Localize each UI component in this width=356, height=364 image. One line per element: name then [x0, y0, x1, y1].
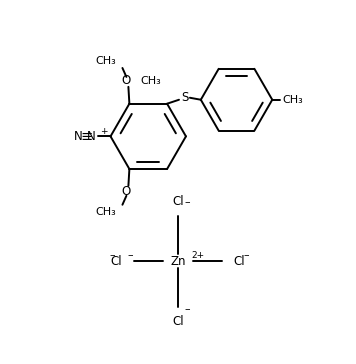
Text: Cl: Cl [234, 255, 245, 268]
Text: Zn: Zn [170, 255, 186, 268]
Text: Cl: Cl [172, 315, 184, 328]
Text: Cl: Cl [172, 195, 184, 208]
Text: ≡: ≡ [80, 129, 93, 144]
Text: –: – [184, 197, 190, 207]
Text: –: – [184, 304, 190, 314]
Text: –: – [110, 250, 115, 260]
Text: +: + [100, 127, 107, 136]
Text: N: N [87, 130, 96, 143]
Text: 2+: 2+ [191, 251, 204, 260]
Text: –: – [127, 250, 133, 260]
Text: O: O [122, 185, 131, 198]
Text: N: N [73, 130, 82, 143]
Text: CH₃: CH₃ [96, 56, 116, 66]
Text: CH₃: CH₃ [96, 207, 116, 217]
Text: O: O [122, 74, 131, 87]
Text: S: S [181, 91, 189, 104]
Text: –: – [244, 250, 249, 260]
Text: Cl: Cl [111, 255, 122, 268]
Text: CH₃: CH₃ [282, 95, 303, 105]
Text: CH₃: CH₃ [140, 76, 161, 86]
